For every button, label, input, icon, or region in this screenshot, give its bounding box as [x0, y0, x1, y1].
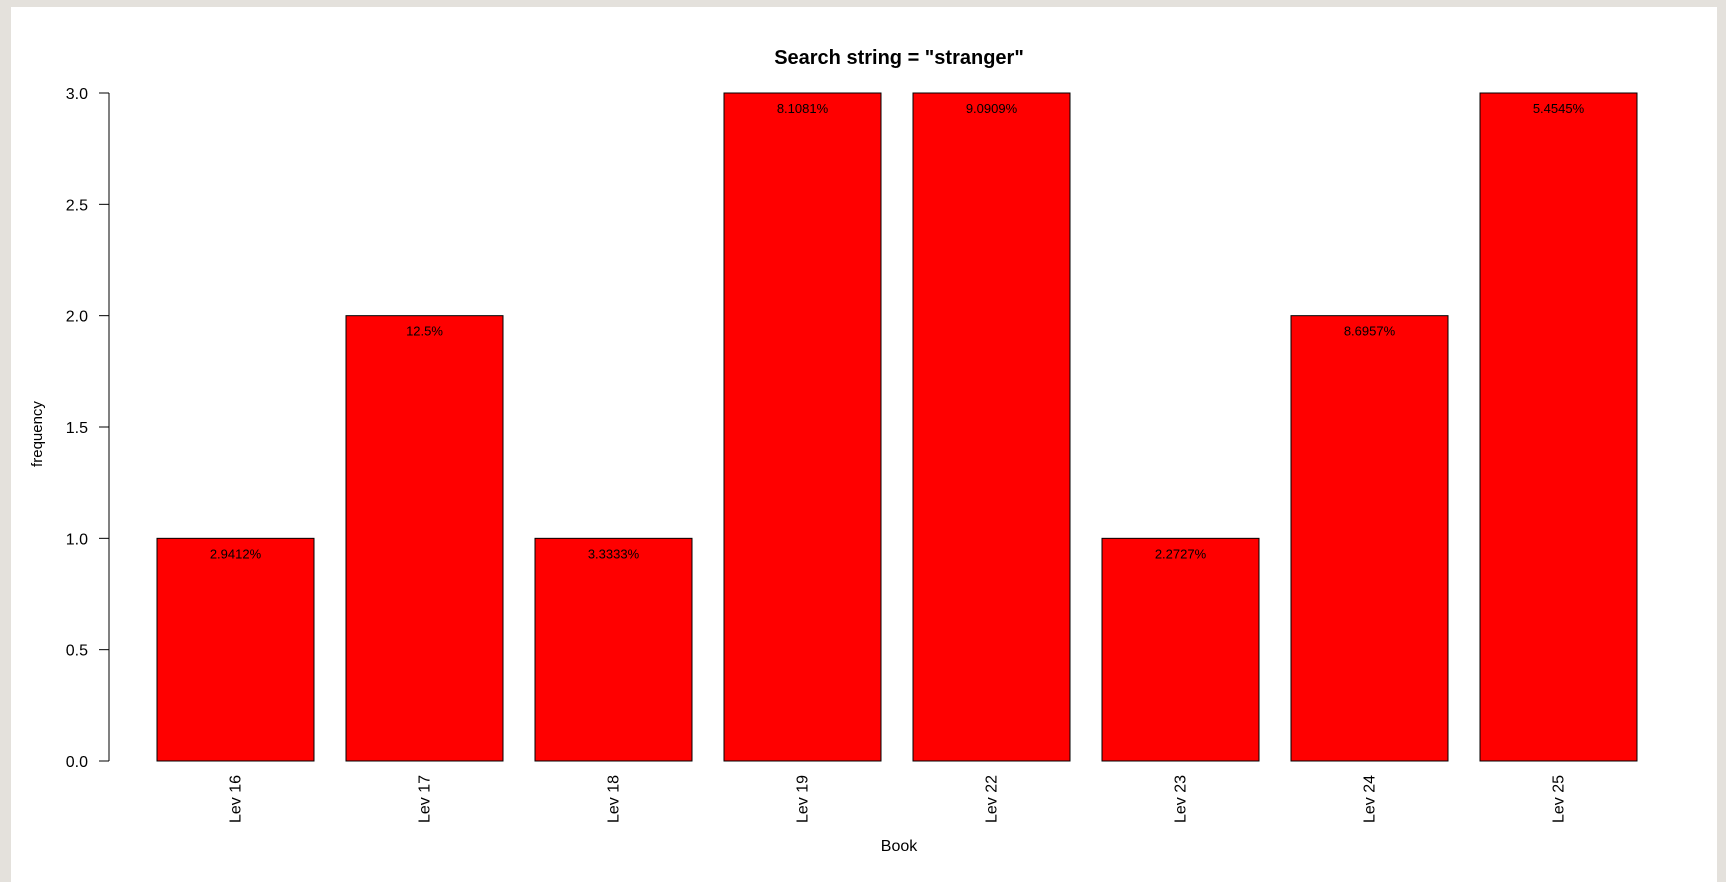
y-tick-label: 1.0 [66, 531, 88, 548]
bar [156, 537, 315, 762]
bar [1101, 537, 1260, 762]
y-axis-ticks: 0.0 0.5 1.0 1.5 2.0 2.5 3.0 [66, 86, 109, 771]
plot-area: Search string = "stranger" frequency Boo… [11, 7, 1717, 882]
bars-group: 2.9412% 12.5% 3.3333% 8.1081% 9.0909% 2.2727%… [156, 92, 1638, 762]
x-axis-tick-labels: Lev 16 Lev 17 Lev 18 Lev 19 Lev 22 Lev 23 Lev … [228, 775, 1568, 823]
bar-value-label: 8.1081% [777, 101, 829, 116]
bar [1290, 315, 1449, 762]
x-tick-label: Lev 22 [984, 775, 1001, 823]
y-tick-label: 1.5 [66, 420, 88, 437]
bar [345, 315, 504, 762]
y-axis-label: frequency [29, 401, 46, 467]
y-tick-label: 2.5 [66, 197, 88, 214]
bar-chart: Search string = "stranger" frequency Boo… [29, 47, 1638, 855]
y-tick-label: 2.0 [66, 309, 88, 326]
y-tick-label: 3.0 [66, 86, 88, 103]
x-tick-label: Lev 25 [1551, 775, 1568, 823]
bar-value-label: 5.4545% [1533, 101, 1585, 116]
bar-value-label: 8.6957% [1344, 324, 1396, 339]
bar [723, 92, 882, 762]
x-tick-label: Lev 17 [417, 775, 434, 823]
bar-value-label: 9.0909% [966, 101, 1018, 116]
bar-value-label: 3.3333% [588, 546, 640, 561]
x-tick-label: Lev 24 [1362, 775, 1379, 823]
chart-title: Search string = "stranger" [774, 47, 1024, 69]
x-tick-label: Lev 23 [1173, 775, 1190, 823]
bar [534, 537, 693, 762]
bar-value-label: 2.2727% [1155, 546, 1207, 561]
bar [1479, 92, 1638, 762]
bar-value-label: 12.5% [406, 324, 443, 339]
y-tick-label: 0.0 [66, 754, 88, 771]
x-tick-label: Lev 19 [795, 775, 812, 823]
bar [912, 92, 1071, 762]
x-tick-label: Lev 18 [606, 775, 623, 823]
y-tick-label: 0.5 [66, 643, 88, 660]
x-tick-label: Lev 16 [228, 775, 245, 823]
bar-value-label: 2.9412% [210, 546, 262, 561]
x-axis-label: Book [881, 838, 918, 855]
